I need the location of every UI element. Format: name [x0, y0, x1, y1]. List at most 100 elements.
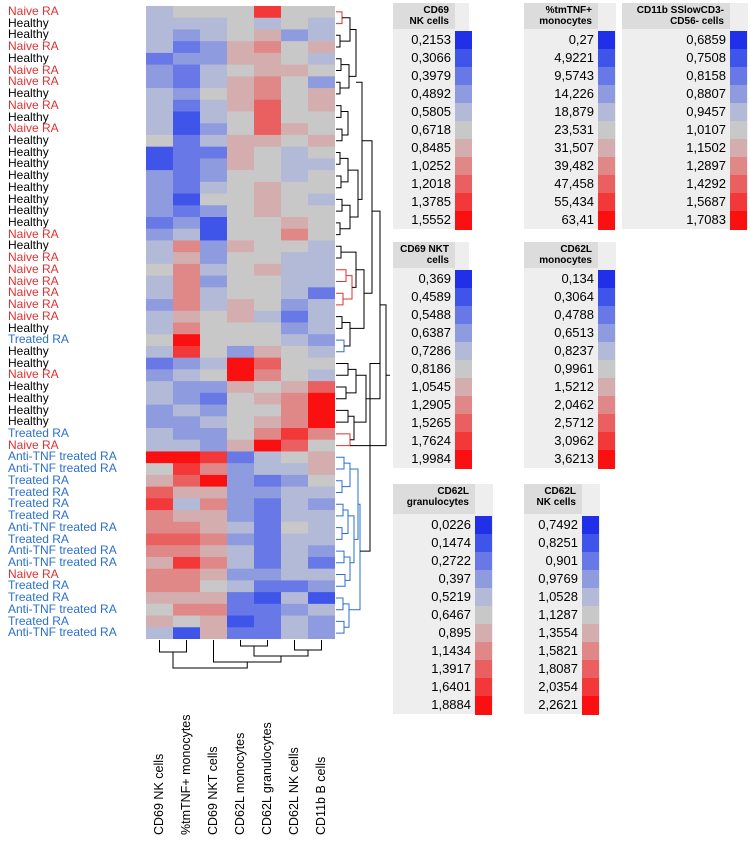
dendrogram-branch	[360, 363, 380, 552]
dendrogram-branch	[159, 640, 187, 653]
legend-value: 9,5743	[554, 68, 594, 83]
heatmap-cell	[254, 392, 282, 406]
heatmap-cell	[254, 533, 282, 546]
heatmap-cell	[146, 88, 174, 101]
legend-value: 1,1434	[431, 643, 471, 658]
heatmap-cell	[254, 345, 282, 359]
heatmap-cell	[227, 498, 255, 511]
legend-value: 1,2905	[411, 397, 451, 412]
legend-swatch	[475, 534, 492, 553]
heatmap-cell	[146, 580, 174, 593]
heatmap-cell	[200, 439, 228, 452]
heatmap-cell	[200, 170, 228, 183]
heatmap-cell	[227, 76, 255, 89]
legend-value: 63,41	[561, 212, 594, 227]
heatmap-cell	[200, 99, 228, 112]
legend-swatch	[598, 157, 615, 176]
legend-value: 0,9961	[554, 361, 594, 376]
legend-value: 0,6387	[411, 325, 451, 340]
dendrogram-branch	[348, 415, 355, 441]
legend-value: 23,531	[554, 122, 594, 137]
legend-value: 0,6859	[686, 32, 726, 47]
heatmap-cell	[254, 299, 282, 312]
heatmap-cell	[254, 404, 282, 417]
legend-value: 0,4589	[411, 289, 451, 304]
heatmap-cell	[146, 41, 174, 54]
dendrogram-branch	[348, 515, 355, 564]
heatmap-cell	[200, 463, 228, 476]
heatmap-cell	[173, 603, 201, 617]
heatmap-cell	[227, 404, 255, 417]
legend-swatch	[455, 103, 472, 122]
dendrogram-branch	[336, 128, 343, 142]
heatmap-cell	[227, 357, 255, 370]
dendrogram-branch	[356, 81, 363, 200]
heatmap-cell	[254, 181, 282, 195]
heatmap-cell	[308, 592, 335, 605]
heatmap-cell	[227, 240, 255, 253]
heatmap-cell	[308, 252, 335, 265]
heatmap-cell	[308, 205, 335, 218]
row-label: Healthy	[8, 402, 49, 417]
heatmap-cell	[254, 334, 282, 347]
heatmap-cell	[200, 287, 228, 300]
heatmap-cell	[308, 52, 335, 66]
legend-value: 18,879	[554, 104, 594, 119]
dendrogram-branch	[366, 210, 381, 400]
heatmap-cell	[173, 217, 201, 230]
heatmap-cell	[200, 428, 228, 441]
legend-swatch	[582, 570, 599, 589]
heatmap-cell	[281, 263, 309, 277]
heatmap-cell	[173, 263, 201, 277]
dendrogram-branch	[336, 527, 343, 540]
dendrogram-branch	[336, 574, 346, 587]
legend-value: 1,0252	[411, 158, 451, 173]
legend-title: CD62L monocytes	[524, 242, 598, 268]
heatmap-cell	[146, 486, 174, 499]
heatmap-cell	[200, 88, 228, 101]
heatmap-cell	[227, 6, 255, 19]
heatmap-cell	[173, 556, 201, 570]
heatmap-cell	[227, 29, 255, 42]
heatmap-cell	[173, 404, 201, 417]
legend-value: 0,2722	[431, 553, 471, 568]
heatmap-cell	[254, 592, 282, 605]
heatmap-cell	[281, 252, 309, 265]
dendrogram-branch	[342, 462, 351, 488]
heatmap-cell	[146, 17, 174, 30]
dendrogram-branch	[342, 322, 351, 347]
dendrogram-branch	[253, 646, 309, 657]
heatmap-cell	[227, 615, 255, 628]
heatmap-cell	[146, 416, 174, 429]
heatmap-cell	[146, 615, 174, 628]
heatmap-cell	[254, 287, 282, 300]
heatmap-cell	[254, 451, 282, 464]
heatmap-cell	[200, 627, 228, 639]
legend-swatch	[582, 660, 599, 679]
heatmap-cell	[173, 299, 201, 312]
legend-swatch	[475, 624, 492, 643]
dendrogram-branch	[294, 640, 322, 651]
heatmap-cell	[308, 123, 335, 136]
heatmap-cell	[281, 428, 309, 441]
heatmap-cell	[254, 322, 282, 335]
heatmap-cell	[227, 41, 255, 54]
heatmap-cell	[254, 111, 282, 124]
heatmap-cell	[146, 334, 174, 347]
legend-swatch	[582, 642, 599, 661]
legend-swatch	[730, 175, 747, 194]
heatmap-cell	[146, 439, 174, 452]
heatmap-cell	[200, 193, 228, 206]
heatmap-cell	[200, 205, 228, 218]
dendrogram-branch	[336, 597, 344, 611]
legend-swatch	[598, 175, 615, 194]
legend-value: 0,9769	[538, 571, 578, 586]
heatmap-cell	[173, 111, 201, 124]
legend-swatch	[455, 324, 472, 343]
legend-title: CD69 NK cells	[393, 3, 455, 29]
heatmap-cell	[254, 627, 282, 639]
heatmap-cell	[227, 217, 255, 230]
row-label: Treated RA	[8, 578, 69, 593]
heatmap-cell	[146, 170, 174, 183]
legend-swatch	[475, 552, 492, 571]
